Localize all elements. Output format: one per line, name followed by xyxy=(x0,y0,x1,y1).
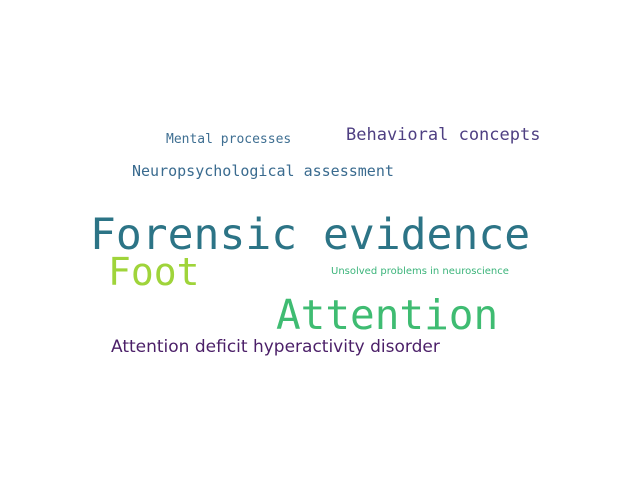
word-behavioral-concepts: Behavioral concepts xyxy=(346,125,541,145)
word-adhd: Attention deficit hyperactivity disorder xyxy=(111,337,440,357)
word-attention: Attention xyxy=(276,291,499,339)
word-foot: Foot xyxy=(108,250,200,294)
word-mental-processes: Mental processes xyxy=(166,132,292,147)
word-unsolved-problems: Unsolved problems in neuroscience xyxy=(331,266,509,277)
word-forensic-evidence: Forensic evidence xyxy=(90,210,531,260)
word-neuropsychological-assessment: Neuropsychological assessment xyxy=(132,162,394,180)
